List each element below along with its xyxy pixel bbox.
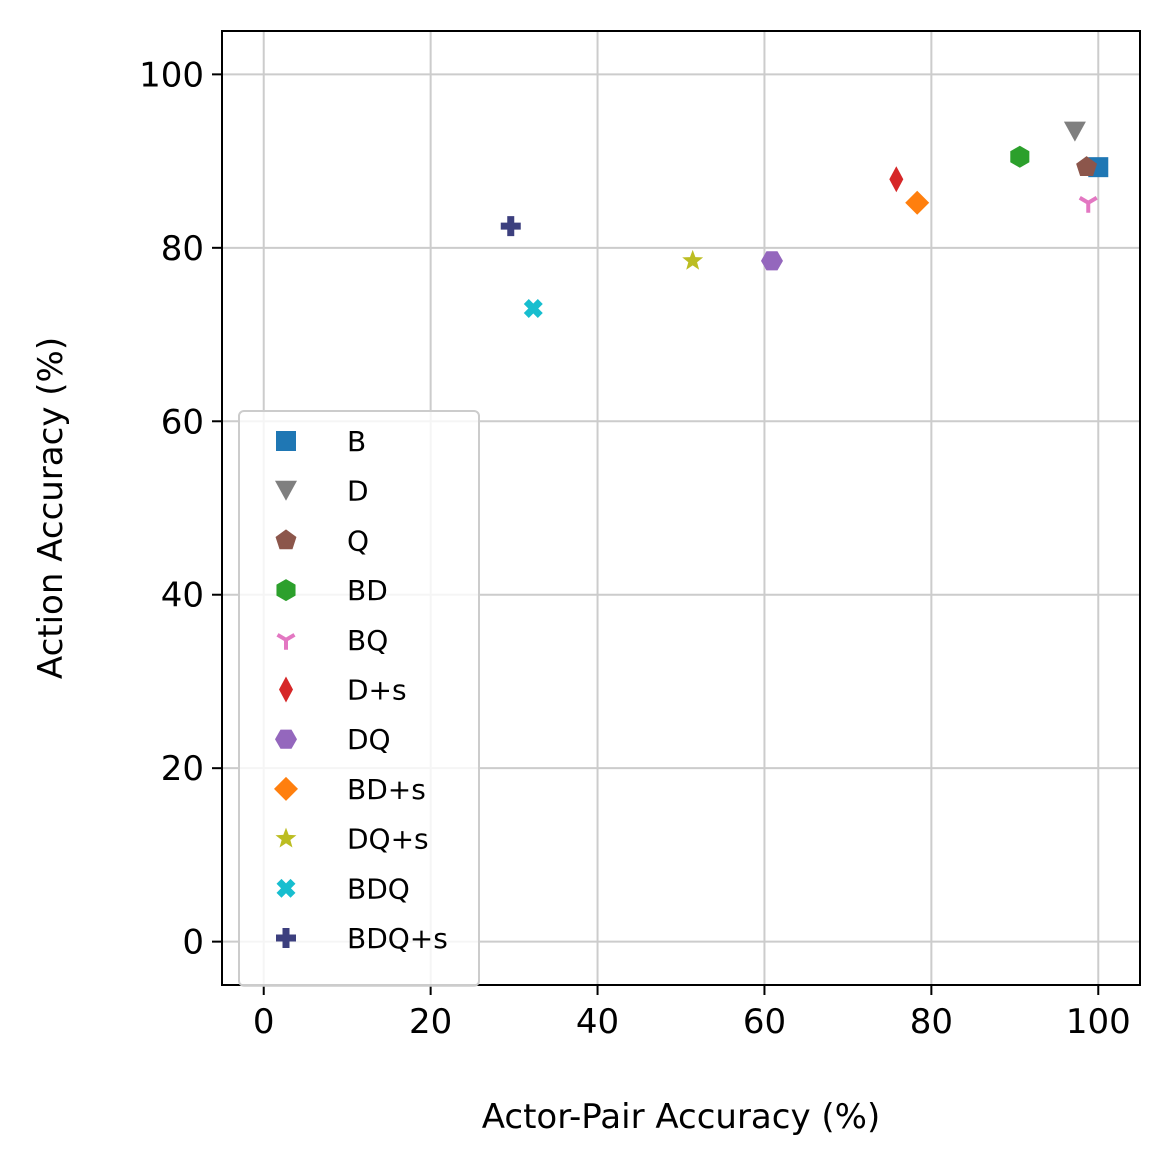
point-bdq-plus-s bbox=[500, 216, 521, 237]
axis-ticks: 0 20 40 60 80 100 0 20 40 60 80 100 bbox=[139, 55, 1131, 1042]
legend-marker bbox=[276, 878, 296, 898]
x-tick-label: 100 bbox=[1066, 1002, 1131, 1042]
point-dq-plus-s bbox=[682, 249, 704, 270]
x-axis-label: Actor-Pair Accuracy (%) bbox=[482, 1097, 880, 1137]
legend-marker bbox=[275, 529, 297, 550]
legend-marker bbox=[275, 729, 297, 749]
legend-label: DQ+s bbox=[347, 823, 429, 856]
legend-label: BQ bbox=[347, 624, 388, 657]
legend-marker bbox=[275, 827, 297, 848]
x-tick-label: 40 bbox=[576, 1002, 619, 1042]
plot-frame bbox=[221, 30, 1141, 986]
legend-marker bbox=[275, 480, 297, 501]
legend-label: Q bbox=[347, 524, 369, 557]
grid-lines bbox=[222, 31, 1140, 985]
data-points bbox=[500, 121, 1109, 319]
legend-label: B bbox=[347, 425, 366, 458]
x-tick-label: 20 bbox=[409, 1002, 452, 1042]
legend-label: D bbox=[347, 475, 369, 508]
legend-marker bbox=[276, 928, 296, 948]
legend-marker bbox=[279, 676, 293, 703]
y-tick-label: 60 bbox=[161, 402, 204, 442]
point-bq bbox=[1078, 195, 1098, 213]
y-tick-label: 0 bbox=[182, 923, 204, 963]
legend-marker bbox=[276, 633, 296, 650]
point-bd-plus-s bbox=[905, 190, 930, 215]
legend-label: BD bbox=[347, 574, 388, 607]
y-tick-label: 80 bbox=[161, 229, 204, 269]
y-axis-label: Action Accuracy (%) bbox=[31, 337, 71, 679]
legend-marker bbox=[274, 776, 298, 801]
y-tick-label: 40 bbox=[161, 576, 204, 616]
point-q bbox=[1076, 156, 1098, 177]
legend-marker bbox=[276, 579, 296, 602]
legend-label: BDQ bbox=[347, 872, 410, 905]
legend-label: D+s bbox=[347, 674, 407, 707]
x-tick-label: 60 bbox=[743, 1002, 786, 1042]
legend-label: BDQ+s bbox=[347, 922, 448, 955]
legend-label: DQ bbox=[347, 723, 391, 756]
point-bd bbox=[1010, 145, 1030, 168]
legend-marker bbox=[276, 431, 296, 451]
x-tick-label: 0 bbox=[253, 1002, 275, 1042]
point-bdq bbox=[523, 299, 543, 319]
x-tick-label: 80 bbox=[910, 1002, 953, 1042]
point-dq bbox=[760, 251, 783, 271]
y-tick-label: 20 bbox=[161, 749, 204, 789]
legend-label: BD+s bbox=[347, 773, 426, 806]
legend-box bbox=[238, 410, 480, 987]
point-d-plus-s bbox=[889, 166, 904, 193]
point-d bbox=[1063, 121, 1086, 142]
y-tick-label: 100 bbox=[139, 55, 204, 95]
